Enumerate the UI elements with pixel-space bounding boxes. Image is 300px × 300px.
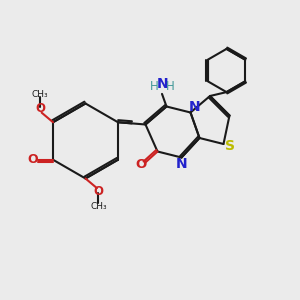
Text: O: O — [136, 158, 147, 171]
Text: S: S — [225, 139, 235, 152]
Text: N: N — [176, 157, 187, 170]
Text: N: N — [157, 77, 168, 91]
Text: H: H — [150, 80, 159, 93]
Text: H: H — [166, 80, 175, 93]
Text: N: N — [188, 100, 200, 114]
Text: O: O — [35, 102, 45, 115]
Text: CH₃: CH₃ — [90, 202, 107, 211]
Text: O: O — [27, 153, 38, 166]
Text: O: O — [93, 185, 103, 198]
Text: CH₃: CH₃ — [32, 89, 48, 98]
